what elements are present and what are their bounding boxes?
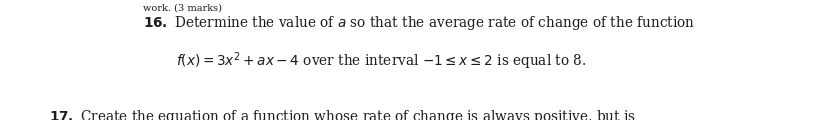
Text: $f(x) = 3x^2 + ax - 4$ over the interval $-1 \leq x \leq 2$ is equal to 8.: $f(x) = 3x^2 + ax - 4$ over the interval… — [176, 50, 587, 72]
Text: $\mathbf{17.}$ Create the equation of a function whose rate of change is always : $\mathbf{17.}$ Create the equation of a … — [49, 108, 636, 120]
Text: $\mathbf{16.}$ Determine the value of $a$ so that the average rate of change of : $\mathbf{16.}$ Determine the value of $a… — [143, 14, 695, 32]
Text: work. (3 marks): work. (3 marks) — [143, 4, 222, 13]
